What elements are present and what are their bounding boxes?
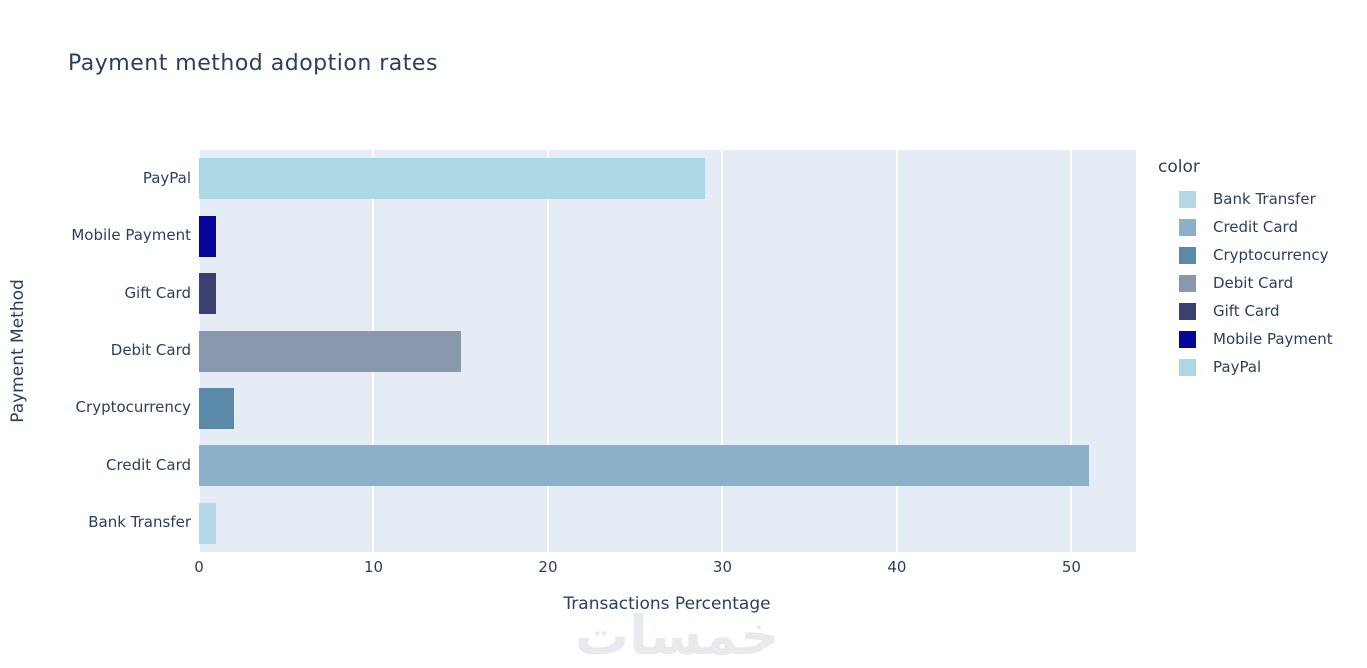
legend-item-gift-card[interactable]: Gift Card — [1158, 297, 1333, 325]
bar-credit-card[interactable] — [199, 445, 1089, 487]
bar-mobile-payment[interactable] — [199, 215, 217, 257]
gridline-x-20 — [546, 150, 549, 552]
bar-gift-card[interactable] — [199, 273, 217, 315]
y-tick-label-mobile-payment: Mobile Payment — [71, 226, 191, 245]
legend-label: Mobile Payment — [1213, 330, 1333, 348]
x-tick-label-40: 40 — [887, 558, 907, 576]
bar-cryptocurrency[interactable] — [199, 387, 234, 429]
y-tick-label-cryptocurrency: Cryptocurrency — [75, 398, 191, 417]
legend-item-debit-card[interactable]: Debit Card — [1158, 269, 1333, 297]
y-tick-label-debit-card: Debit Card — [110, 341, 191, 359]
bar-paypal[interactable] — [199, 158, 705, 200]
legend-item-mobile-payment[interactable]: Mobile Payment — [1158, 325, 1333, 353]
legend-items: Bank Transfer Credit Card Cryptocurrency De… — [1158, 185, 1333, 381]
legend-swatch-cryptocurrency — [1179, 246, 1196, 264]
legend-swatch-bank-transfer — [1179, 190, 1196, 208]
legend-item-cryptocurrency[interactable]: Cryptocurrency — [1158, 241, 1333, 269]
x-tick-label-20: 20 — [538, 558, 558, 576]
watermark-khamsat: خمسات — [574, 604, 780, 667]
x-tick-label-0: 0 — [194, 558, 204, 576]
legend-item-bank-transfer[interactable]: Bank Transfer — [1158, 185, 1333, 213]
bar-bank-transfer[interactable] — [199, 502, 217, 544]
x-tick-label-30: 30 — [712, 558, 732, 576]
legend-label: Bank Transfer — [1213, 190, 1316, 208]
legend-title: color — [1158, 157, 1200, 177]
plot-area — [198, 150, 1136, 552]
legend-swatch-credit-card — [1179, 218, 1196, 236]
y-tick-label-gift-card: Gift Card — [124, 283, 191, 302]
gridline-x-50 — [1070, 150, 1073, 552]
legend-label: Credit Card — [1213, 218, 1298, 236]
legend-label: Gift Card — [1213, 302, 1280, 320]
y-tick-label-paypal: PayPal — [142, 168, 191, 187]
x-axis-tick-labels: 0 10 20 30 40 50 — [194, 558, 1136, 578]
legend-swatch-paypal — [1179, 358, 1196, 376]
legend-item-paypal[interactable]: PayPal — [1158, 353, 1333, 381]
legend-swatch-gift-card — [1179, 302, 1196, 320]
chart-title: Payment method adoption rates — [68, 51, 438, 76]
bar-debit-card[interactable] — [199, 330, 461, 372]
x-tick-label-10: 10 — [363, 558, 384, 576]
legend-swatch-mobile-payment — [1179, 330, 1196, 348]
gridline-x-30 — [721, 150, 724, 552]
y-tick-label-credit-card: Credit Card — [106, 455, 191, 474]
x-tick-label-50: 50 — [1061, 558, 1081, 576]
y-axis-tick-labels: PayPal Mobile Payment Gift Card Debit Card C… — [0, 150, 193, 552]
legend-label: Debit Card — [1213, 274, 1294, 292]
x-axis-title: Transactions Percentage — [563, 594, 771, 614]
legend: color Bank Transfer Credit Card Cryptocurr… — [1158, 157, 1333, 381]
y-tick-label-bank-transfer: Bank Transfer — [88, 513, 191, 532]
legend-swatch-debit-card — [1179, 274, 1196, 292]
legend-label: Cryptocurrency — [1213, 246, 1329, 264]
gridline-x-40 — [895, 150, 898, 552]
legend-item-credit-card[interactable]: Credit Card — [1158, 213, 1333, 241]
legend-label: PayPal — [1213, 358, 1262, 376]
